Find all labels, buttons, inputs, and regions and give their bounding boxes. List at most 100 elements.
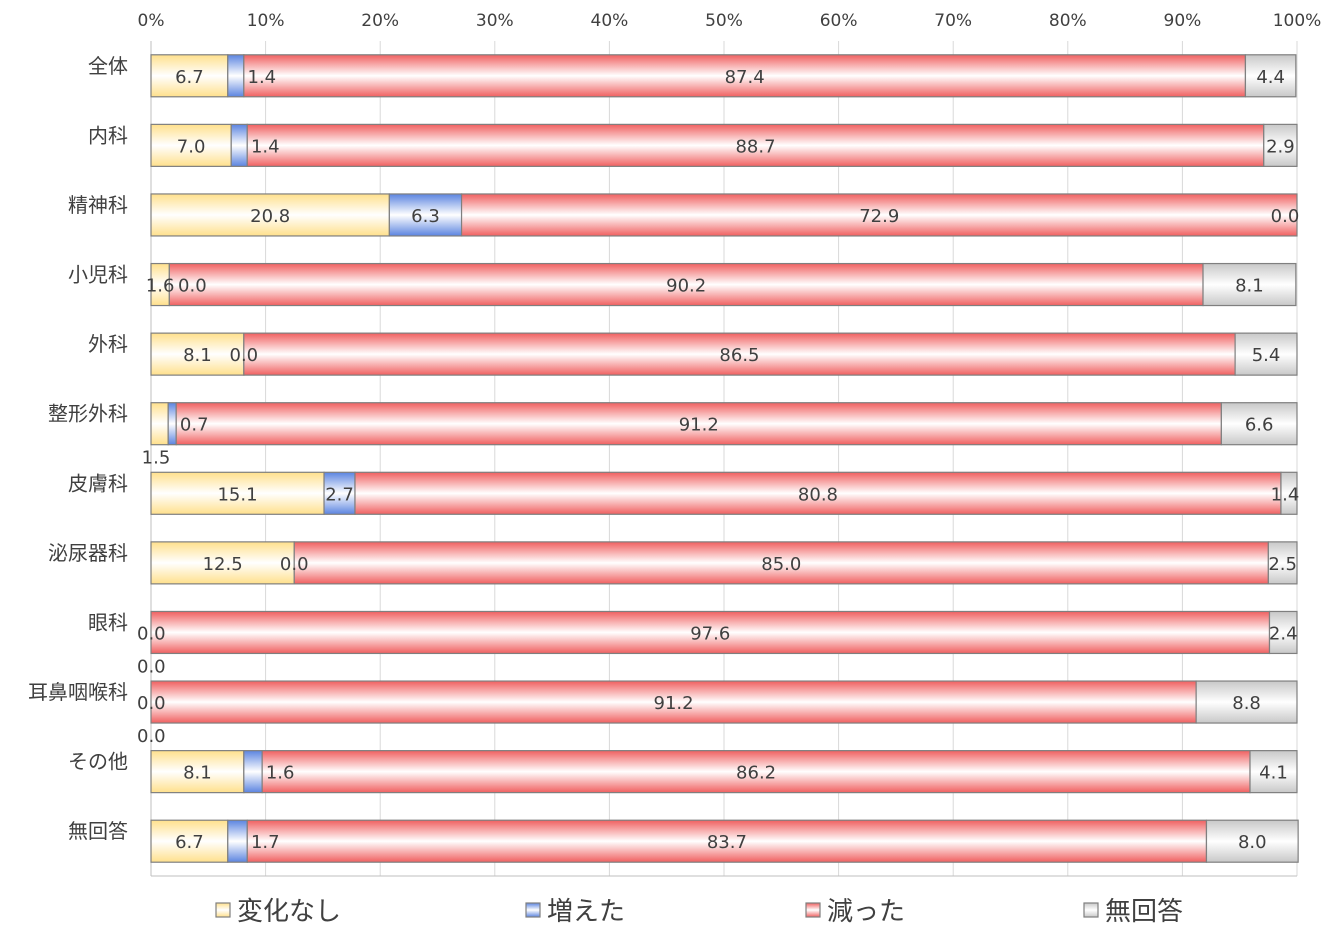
x-tick-label: 70% — [934, 11, 972, 31]
data-label: 80.8 — [798, 484, 838, 505]
data-label: 87.4 — [725, 67, 765, 88]
bar-segment — [150, 541, 295, 585]
data-label: 91.2 — [654, 693, 694, 714]
bar-segment — [1249, 750, 1298, 794]
bar-segment — [150, 402, 169, 446]
data-label: 6.3 — [411, 206, 440, 227]
x-tick-label: 40% — [591, 11, 629, 31]
bar-segment — [1205, 819, 1299, 863]
legend-label: 減った — [827, 897, 905, 927]
x-tick-label: 60% — [820, 11, 858, 31]
data-label: 4.1 — [1259, 763, 1288, 784]
bar-segment — [246, 819, 1208, 863]
bar-segment — [354, 471, 1282, 515]
data-label: 85.0 — [761, 554, 801, 575]
bar-segment — [243, 332, 1236, 376]
data-label: 8.1 — [183, 345, 212, 366]
legend-swatch — [215, 902, 231, 918]
bar-segment — [1195, 680, 1298, 724]
bar-segment — [293, 541, 1269, 585]
bar-segment — [230, 123, 248, 167]
x-tick-labels: 0% 10% 20% 30% 40% 50% 60% 70% 80% 90% 100% — [138, 11, 1322, 31]
x-tick-label: 10% — [247, 11, 285, 31]
x-tick-label: 30% — [476, 11, 514, 31]
category-label: 外科 — [88, 332, 128, 356]
data-label: 1.4 — [248, 67, 277, 88]
data-label: 6.7 — [175, 832, 204, 853]
data-label: 88.7 — [735, 136, 775, 157]
data-label: 91.2 — [679, 415, 719, 436]
data-label: 86.2 — [736, 763, 776, 784]
category-label: 無回答 — [68, 819, 128, 843]
bar-segment — [150, 610, 1271, 655]
bar-segment — [1268, 610, 1298, 655]
data-label: 1.5 — [142, 448, 171, 469]
data-label: 1.6 — [266, 763, 295, 784]
bar-segment — [150, 123, 232, 167]
data-label: 8.0 — [1238, 832, 1267, 853]
data-label: 7.0 — [177, 136, 206, 157]
data-labels: 6.7 1.4 87.4 4.4 7.0 1.4 88.7 2.9 20.8 6.3 72.9 0.0… — [137, 67, 1299, 853]
data-label: 2.4 — [1269, 623, 1298, 644]
data-label: 20.8 — [250, 206, 290, 227]
gridlines — [150, 41, 1298, 877]
category-label: 小児科 — [68, 263, 128, 287]
data-label: 1.7 — [251, 832, 280, 853]
category-label: その他 — [68, 750, 128, 774]
legend-swatch — [1083, 902, 1099, 918]
data-label: 12.5 — [203, 554, 243, 575]
data-label: 0.0 — [137, 693, 166, 714]
data-label: 6.6 — [1245, 415, 1274, 436]
bar-segment — [1244, 54, 1297, 98]
bar-segment — [1202, 262, 1297, 307]
data-label: 0.0 — [137, 656, 166, 677]
legend: 変化なし 増えた 減った 無回答 — [215, 897, 1183, 927]
data-label: 1.6 — [146, 276, 175, 297]
data-label: 97.6 — [690, 623, 730, 644]
bars — [150, 54, 1299, 863]
x-tick-label: 0% — [138, 11, 165, 31]
bar-segment — [150, 193, 390, 237]
data-label: 0.0 — [137, 623, 166, 644]
bar-segment — [243, 750, 263, 794]
bar-segment — [323, 471, 356, 515]
category-label: 内科 — [88, 123, 128, 147]
x-tick-label: 80% — [1049, 11, 1087, 31]
data-label: 90.2 — [666, 276, 706, 297]
legend-swatch — [805, 902, 821, 918]
data-label: 0.0 — [230, 345, 259, 366]
bar-segment — [168, 262, 1204, 307]
bar-segment — [246, 123, 1265, 167]
data-label: 8.1 — [1235, 276, 1264, 297]
data-label: 15.1 — [217, 484, 257, 505]
legend-label: 変化なし — [237, 897, 341, 927]
data-label: 86.5 — [719, 345, 759, 366]
bar-segment — [261, 750, 1251, 794]
bar-segment — [1220, 402, 1298, 446]
bar-segment — [150, 819, 229, 863]
data-label: 0.0 — [1271, 206, 1300, 227]
bar-segment — [1267, 541, 1298, 585]
data-label: 72.9 — [859, 206, 899, 227]
bar-segment — [175, 402, 1222, 446]
legend-label: 増えた — [547, 897, 625, 927]
data-label: 8.8 — [1232, 693, 1261, 714]
x-tick-label: 90% — [1164, 11, 1202, 31]
bar-segment — [227, 54, 245, 98]
bar-segment — [150, 332, 245, 376]
data-label: 5.4 — [1252, 345, 1281, 366]
legend-label: 無回答 — [1105, 897, 1183, 927]
data-label: 1.4 — [1271, 484, 1300, 505]
bar-segment — [150, 750, 245, 794]
category-label: 眼科 — [88, 610, 128, 634]
data-label: 2.7 — [325, 484, 354, 505]
bar-segment — [1234, 332, 1298, 376]
bar-segment — [150, 680, 1197, 724]
category-label: 精神科 — [68, 193, 128, 217]
legend-swatch — [525, 902, 541, 918]
data-label: 8.1 — [183, 763, 212, 784]
bar-segment — [167, 402, 177, 446]
bar-segment — [1280, 471, 1298, 515]
category-label: 整形外科 — [48, 402, 128, 426]
